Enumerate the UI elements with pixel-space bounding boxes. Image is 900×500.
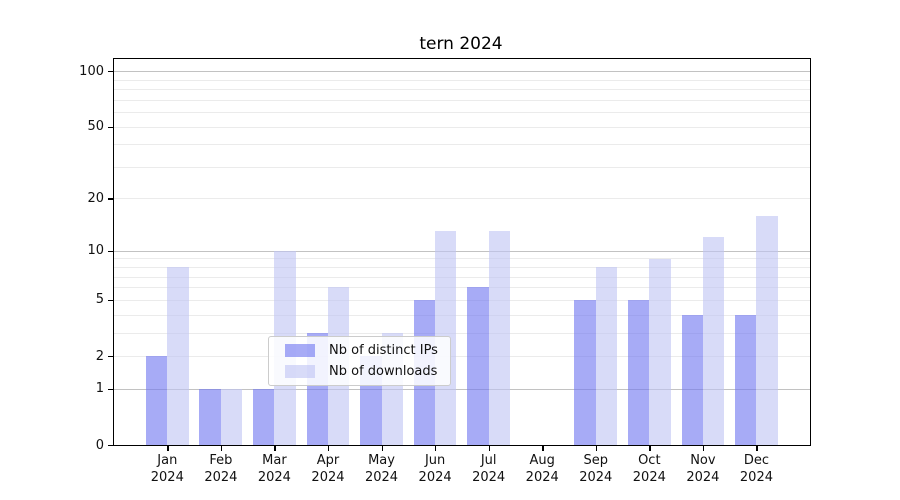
legend: Nb of distinct IPs Nb of downloads bbox=[268, 336, 451, 386]
y-tick-label: 0 bbox=[95, 437, 104, 453]
x-tick-mark bbox=[542, 446, 544, 451]
x-tick-mark bbox=[381, 446, 383, 451]
x-tick-label: Mar 2024 bbox=[257, 453, 291, 485]
y-tick-label: 5 bbox=[95, 292, 104, 308]
plot-area: 0 1 2 5 10 20 50 100 Jan 2024 Feb 2024 Mar 2024 Apr 202… bbox=[79, 58, 811, 485]
x-tick-mark bbox=[327, 446, 330, 451]
minor-gridline bbox=[114, 89, 810, 91]
bar-downloads-Oct bbox=[649, 258, 671, 445]
bar-distinct-ips-Jan bbox=[145, 356, 168, 445]
minor-gridline bbox=[114, 287, 810, 289]
minor-gridline bbox=[114, 267, 810, 269]
legend-swatch-distinct-ips bbox=[285, 344, 315, 357]
minor-gridline bbox=[114, 79, 810, 81]
y-tick-mark bbox=[108, 126, 113, 128]
x-tick-label: Dec 2024 bbox=[739, 453, 773, 485]
y-tick-mark bbox=[108, 356, 113, 358]
x-tick-mark bbox=[274, 446, 276, 451]
y-tick-label: 50 bbox=[87, 119, 104, 135]
x-tick-mark bbox=[435, 446, 437, 451]
y-tick-label: 20 bbox=[87, 190, 104, 206]
minor-gridline bbox=[114, 112, 810, 114]
minor-gridline bbox=[114, 99, 810, 101]
x-tick-mark bbox=[756, 446, 758, 451]
major-gridline bbox=[114, 71, 810, 73]
y-tick-mark bbox=[108, 250, 113, 253]
y-tick-label: 1 bbox=[95, 381, 104, 397]
bar-downloads-Sep bbox=[595, 267, 618, 445]
bar-distinct-ips-Sep bbox=[574, 299, 596, 445]
bar-distinct-ips-Nov bbox=[681, 314, 703, 445]
x-tick-label: Aug 2024 bbox=[525, 453, 559, 485]
y-tick-label: 10 bbox=[87, 243, 104, 259]
bar-downloads-Jul bbox=[488, 231, 511, 445]
minor-gridline bbox=[114, 276, 810, 278]
x-tick-mark bbox=[220, 446, 223, 451]
bar-distinct-ips-Dec bbox=[735, 314, 757, 445]
legend-swatch-downloads bbox=[285, 365, 315, 378]
bar-distinct-ips-Oct bbox=[627, 299, 650, 445]
minor-gridline bbox=[114, 299, 810, 301]
legend-entry-downloads: Nb of downloads bbox=[285, 364, 438, 379]
bar-downloads-Feb bbox=[220, 388, 243, 445]
bar-downloads-Dec bbox=[756, 215, 778, 445]
minor-gridline bbox=[114, 332, 810, 334]
x-tick-label: Oct 2024 bbox=[632, 453, 666, 485]
minor-gridline bbox=[114, 356, 810, 357]
x-tick-mark bbox=[595, 446, 598, 451]
bar-distinct-ips-Jul bbox=[467, 287, 489, 445]
bar-downloads-Jan bbox=[167, 267, 189, 445]
y-tick-mark bbox=[108, 388, 113, 391]
bar-distinct-ips-Mar bbox=[253, 388, 275, 445]
y-tick-label: 100 bbox=[79, 63, 104, 79]
minor-gridline bbox=[114, 166, 810, 168]
x-tick-label: May 2024 bbox=[364, 453, 399, 485]
x-tick-label: Jul 2024 bbox=[472, 453, 506, 485]
minor-gridline bbox=[114, 126, 810, 128]
minor-gridline bbox=[114, 198, 810, 200]
minor-gridline bbox=[114, 258, 810, 260]
y-tick-mark bbox=[108, 299, 113, 302]
x-tick-label: Sep 2024 bbox=[579, 453, 613, 485]
x-tick-mark bbox=[702, 446, 705, 451]
legend-label-downloads: Nb of downloads bbox=[329, 364, 438, 379]
x-tick-label: Jun 2024 bbox=[418, 453, 452, 485]
minor-gridline bbox=[114, 144, 810, 146]
major-gridline bbox=[114, 388, 810, 390]
x-tick-label: Jan 2024 bbox=[150, 453, 184, 485]
x-tick-mark bbox=[649, 446, 651, 451]
legend-entry-distinct-ips: Nb of distinct IPs bbox=[285, 343, 438, 358]
x-tick-label: Feb 2024 bbox=[204, 453, 238, 485]
x-tick-label: Apr 2024 bbox=[311, 453, 345, 485]
bar-downloads-Nov bbox=[702, 237, 725, 445]
chart-title: tern 2024 bbox=[419, 34, 503, 54]
y-tick-mark bbox=[108, 198, 113, 200]
y-tick-mark bbox=[108, 71, 113, 73]
x-tick-mark bbox=[488, 446, 490, 451]
x-tick-label: Nov 2024 bbox=[686, 453, 720, 485]
x-tick-mark bbox=[167, 446, 169, 451]
major-gridline bbox=[114, 250, 810, 252]
y-tick-label: 2 bbox=[95, 348, 104, 364]
legend-label-distinct-ips: Nb of distinct IPs bbox=[329, 343, 438, 358]
bar-distinct-ips-Feb bbox=[199, 388, 221, 445]
minor-gridline bbox=[114, 314, 810, 316]
y-tick-mark bbox=[108, 445, 113, 447]
